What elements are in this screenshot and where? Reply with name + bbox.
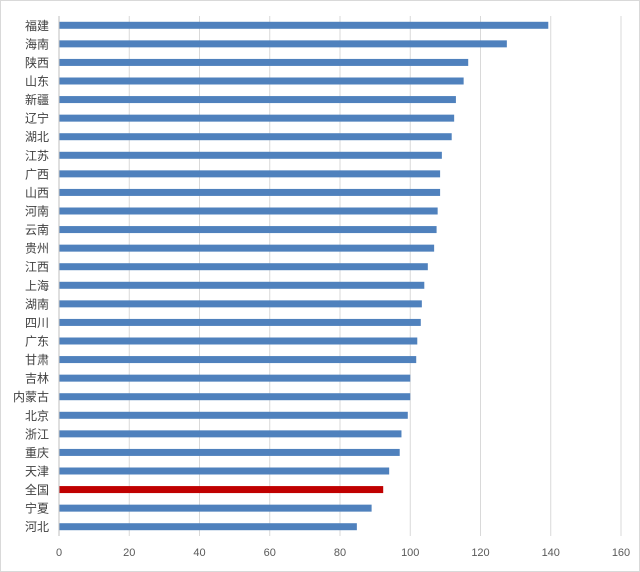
x-tick-label: 60 [264,547,276,559]
bar [59,96,456,104]
category-label: 陕西 [25,55,49,70]
category-label: 上海 [25,278,49,293]
bar [59,77,464,85]
category-label: 北京 [25,409,49,423]
category-label: 天津 [25,465,49,479]
x-tick-label: 100 [401,547,419,559]
category-label: 海南 [25,36,49,51]
bar [59,486,384,494]
category-label: 湖北 [25,129,49,144]
category-label: 辽宁 [25,111,49,126]
category-label: 江苏 [25,149,49,163]
gridlines [128,16,622,536]
bar [59,467,390,475]
bar [59,114,455,122]
bar-series [59,21,549,531]
category-label: 江西 [25,260,49,274]
category-label: 山东 [25,75,49,89]
category-label: 浙江 [25,427,49,441]
category-label: 甘肃 [25,353,49,367]
category-label: 全国 [25,482,49,497]
bar [59,151,442,159]
category-label: 河北 [25,520,49,534]
category-label: 福建 [25,18,49,33]
bar [59,58,469,66]
bar [59,244,435,252]
category-label: 贵州 [25,242,49,256]
bar [59,523,357,531]
x-tick-label: 40 [193,547,205,559]
x-tick-label: 0 [56,547,62,559]
bar [59,207,438,215]
bar [59,40,507,48]
bar [59,226,437,234]
category-label: 河南 [25,204,49,219]
category-labels: 福建海南陕西山东新疆辽宁湖北江苏广西山西河南云南贵州江西上海湖南四川广东甘肃吉林… [13,18,49,534]
x-tick-label: 20 [123,547,135,559]
category-label: 重庆 [25,446,49,460]
bar [59,411,408,419]
category-label: 广东 [25,335,49,349]
bar [59,393,411,401]
bar [59,448,400,456]
bar [59,430,402,438]
bar [59,188,441,196]
bar [59,318,421,326]
x-axis-tick-labels: 0 20 40 60 80 100 120 140 160 [56,547,630,559]
bar [59,170,441,178]
category-label: 四川 [25,316,49,330]
category-label: 宁夏 [25,501,49,516]
category-label: 湖南 [25,296,49,311]
category-label: 内蒙古 [13,389,49,404]
bar [59,356,417,364]
x-tick-label: 80 [334,547,346,559]
x-tick-label: 140 [542,547,560,559]
bar [59,133,452,141]
x-tick-label: 160 [612,547,630,559]
category-label: 云南 [25,222,49,237]
category-label: 广西 [25,167,49,181]
bar [59,337,418,345]
category-label: 吉林 [25,372,49,386]
category-label: 新疆 [25,92,49,107]
bar [59,263,428,271]
bar [59,504,372,512]
x-tick-label: 120 [471,547,489,559]
bar [59,281,425,289]
bar [59,374,411,382]
category-label: 山西 [25,186,49,200]
bar [59,300,422,308]
bar [59,21,549,29]
